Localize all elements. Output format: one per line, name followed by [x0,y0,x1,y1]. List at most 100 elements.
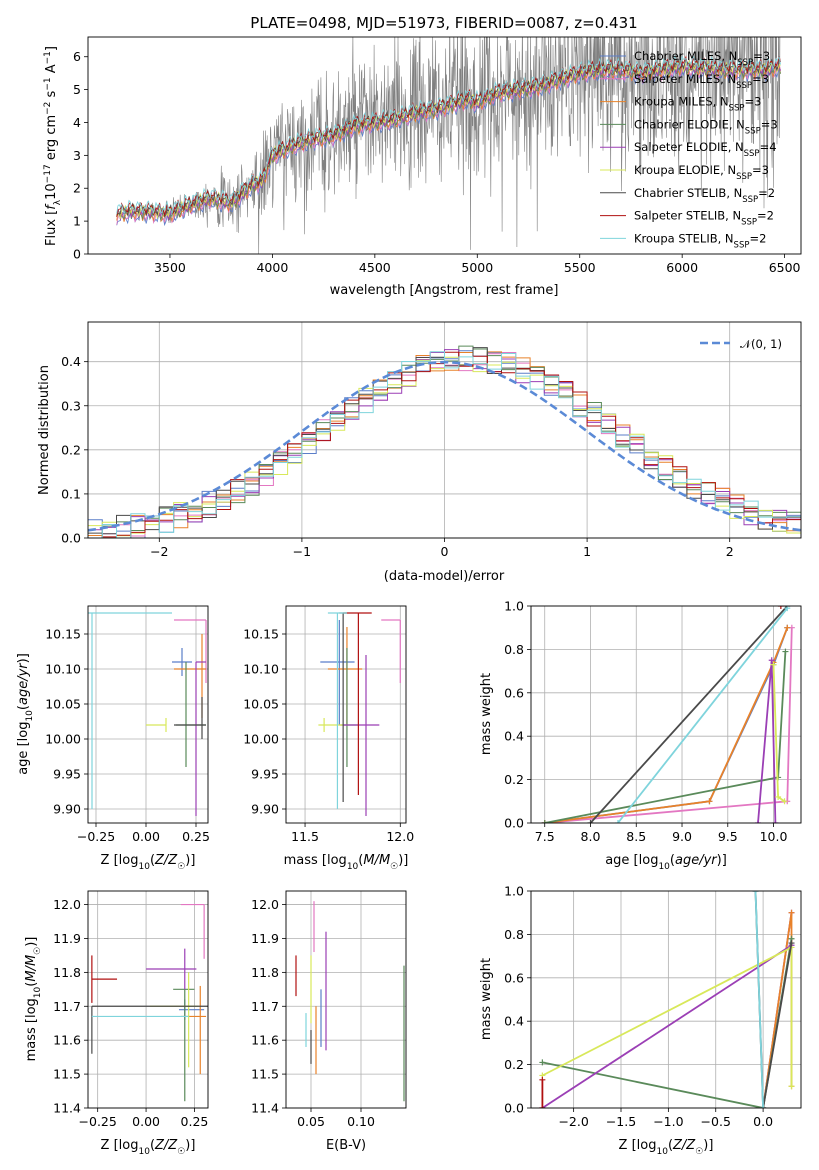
y-tick-label: 10.00 [45,732,81,747]
y-tick-label: 1 [73,214,81,229]
y-axis-label: mass [log10(M/M☉)] [24,937,43,1062]
axes-frame [87,605,209,824]
age-vs-metallicity-panel: −0.25 0.00 0.25 9.90 9.95 10.00 10.05 10.10 10.1… [16,605,210,872]
axes-frame [87,36,802,255]
x-tick-label: 9.0 [672,829,692,844]
y-tick-label: 9.95 [251,767,279,782]
y-tick-label: 0.0 [61,531,81,546]
weight-marker-chabrier-elodie [782,648,789,655]
y-tick-label: 0.2 [504,772,524,787]
y-tick-label: 10.15 [45,627,81,642]
axes-frame [87,890,209,1109]
y-tick-label: 0.6 [504,970,524,985]
y-tick-label: 0.0 [504,1101,524,1116]
x-tick-label: −0.25 [77,829,115,844]
legend-label-chabrier-miles: Chabrier MILES, NSSP=3 [634,49,770,68]
x-tick-label: 10.0 [760,829,788,844]
x-tick-label: 4500 [359,260,391,275]
axes-frame [285,890,407,1109]
x-tick-label: 2 [726,544,734,559]
weight-marker-kroupa-miles [788,909,795,916]
y-tick-label: 11.6 [53,1033,81,1048]
x-tick-label: 9.5 [718,829,738,844]
y-tick-label: 4 [73,115,81,130]
y-tick-label: 0.4 [61,354,81,369]
legend-label-gauss: 𝒩(0, 1) [740,337,782,351]
y-tick-label: 1.0 [504,599,524,614]
x-tick-label: 0.00 [132,829,160,844]
errorbar-chabrier-elodie [339,648,359,767]
weight-marker-chabrier-stelib [587,820,594,823]
y-tick-label: 11.5 [251,1067,279,1082]
legend-label-chabrier-elodie: Chabrier ELODIE, NSSP=3 [634,117,778,136]
errorbar-chabrier-stelib [91,1005,208,1054]
x-tick-label: −2 [150,544,168,559]
x-tick-label: 8.5 [626,829,646,844]
x-tick-label: 0.00 [132,1114,160,1129]
weight-line-kroupa-stelib [754,891,764,1108]
weight-line-salpeter-miles [544,627,793,823]
x-axis-label: mass [log10(M/M☉)] [284,853,409,872]
x-tick-label: −0.5 [701,1114,731,1129]
y-tick-label: 10.10 [45,662,81,677]
y-tick-label: 9.95 [53,767,81,782]
errorbar-chabrier-stelib [174,697,206,739]
y-tick-label: 0.8 [504,927,524,942]
x-axis-label: wavelength [Angstrom, rest frame] [330,283,559,298]
x-tick-label: 0.25 [182,829,210,844]
residuals-panel: −2 −1 0 1 2 0.0 0.1 0.2 0.3 0.4 𝒩(0, 1) (data-model… [37,321,802,584]
y-tick-label: 11.9 [53,931,81,946]
x-axis-label: Z [log10(Z/Z☉)] [619,1138,714,1157]
x-tick-label: 7.5 [535,829,555,844]
weight-line-kroupa-miles [544,627,789,823]
y-tick-label: 11.8 [53,965,81,980]
y-tick-label: 0.2 [504,1057,524,1072]
plot-area [318,612,401,816]
x-tick-label: 0.25 [181,1114,209,1129]
x-tick-label: −0.25 [79,1114,117,1129]
y-tick-label: 11.4 [53,1101,81,1116]
legend-label-kroupa-stelib: Kroupa STELIB, NSSP=2 [634,231,766,250]
weight-marker-kroupa-stelib [752,891,759,894]
model-spectrum-kroupa-stelib [116,54,781,215]
y-tick-label: 11.5 [53,1067,81,1082]
errorbar-kroupa-miles [327,627,363,725]
x-tick-label: 3500 [154,260,186,275]
x-axis-label: E(B-V) [326,1138,366,1153]
mass-vs-metallicity-panel: −0.25 0.00 0.25 11.4 11.5 11.6 11.7 11.8 11.9 12.… [24,890,209,1157]
x-tick-label: 0.0 [753,1114,773,1129]
weight-marker-chabrier-elodie [539,1059,546,1066]
x-tick-label: −1.5 [606,1114,636,1129]
errorbar-chabrier-elodie [173,988,195,1102]
weight-marker-kroupa-elodie [781,798,788,805]
weight-marker-salpeter-stelib [539,1105,546,1108]
y-tick-label: 10.00 [243,732,279,747]
y-tick-label: 9.90 [53,802,81,817]
y-tick-label: 10.10 [243,662,279,677]
plot-area [295,901,405,1102]
errorbar-salpeter-miles [381,619,401,683]
axes-frame [530,605,802,824]
plot-area [91,903,208,1102]
x-axis-label: Z [log10(Z/Z☉)] [101,1138,196,1157]
x-tick-label: 0 [441,544,449,559]
y-tick-label: 0.4 [504,729,524,744]
weight-marker-kroupa-stelib [614,820,621,823]
normal-distribution-curve [88,360,801,532]
weight-marker-salpeter-elodie [754,820,761,823]
y-axis-label: mass weight [479,958,494,1040]
legend: Chabrier MILES, NSSP=3 Salpeter MILES, NS… [600,49,778,250]
y-tick-label: 11.7 [53,999,81,1014]
errorbar-salpeter-elodie [341,655,380,816]
errorbar-salpeter-elodie [195,661,206,816]
y-axis-label: age [log10(age/yr)] [16,653,35,775]
y-tick-label: 0.1 [61,486,81,501]
x-axis-label: Z [log10(Z/Z☉)] [101,853,196,872]
errorbar-kroupa-elodie [318,718,344,732]
errorbar-kroupa-elodie [149,972,199,1068]
plot-area [539,891,795,1108]
y-tick-label: 0.3 [61,398,81,413]
spectrum-panel: 3500 4000 4500 5000 5500 6000 6500 0 1 2 3 4 5 6 wavel… [43,36,802,298]
y-tick-label: 10.05 [243,697,279,712]
